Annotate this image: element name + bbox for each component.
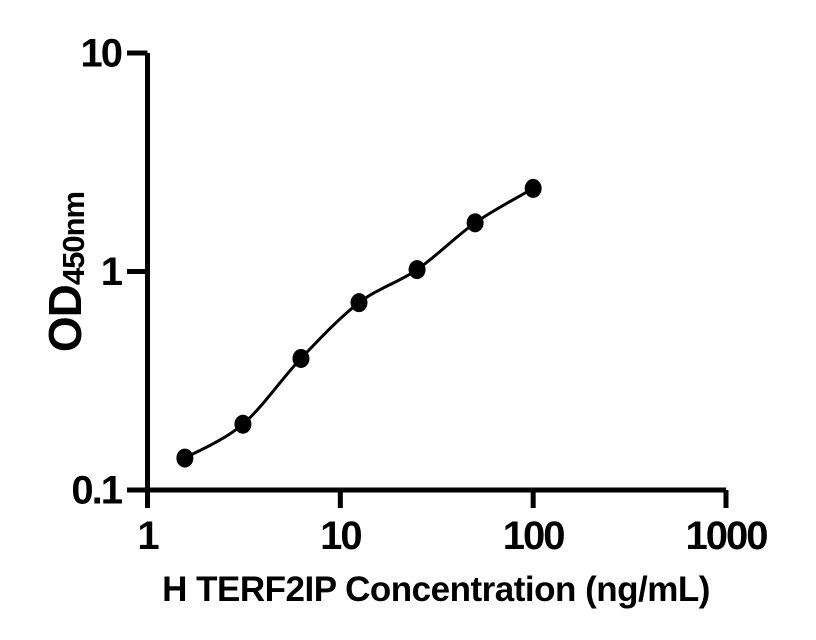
x-axis-label: H TERF2IP Concentration (ng/mL) [162,570,710,609]
data-point [350,293,368,313]
x-axis-tick-label: 10 [320,514,361,558]
y-axis-ticks: 10 1 0.1 [71,32,148,513]
x-axis-tick-label: 1 [137,514,159,558]
data-points [176,178,542,468]
data-point [466,213,484,233]
data-point [292,348,310,368]
axis-frame [145,53,726,493]
data-point [234,414,252,434]
data-point [524,178,542,198]
x-axis-tick-label: 1000 [686,514,768,558]
axis-spine [145,53,726,493]
y-axis-tick-label: 0.1 [71,469,122,513]
y-axis-tick-label: 1 [101,250,123,294]
y-axis-tick-label: 10 [81,32,122,76]
x-axis-tick-label: 100 [503,514,564,558]
x-axis-ticks: 1 10 100 1000 [137,490,769,558]
data-point [176,448,194,468]
data-point [408,260,426,280]
